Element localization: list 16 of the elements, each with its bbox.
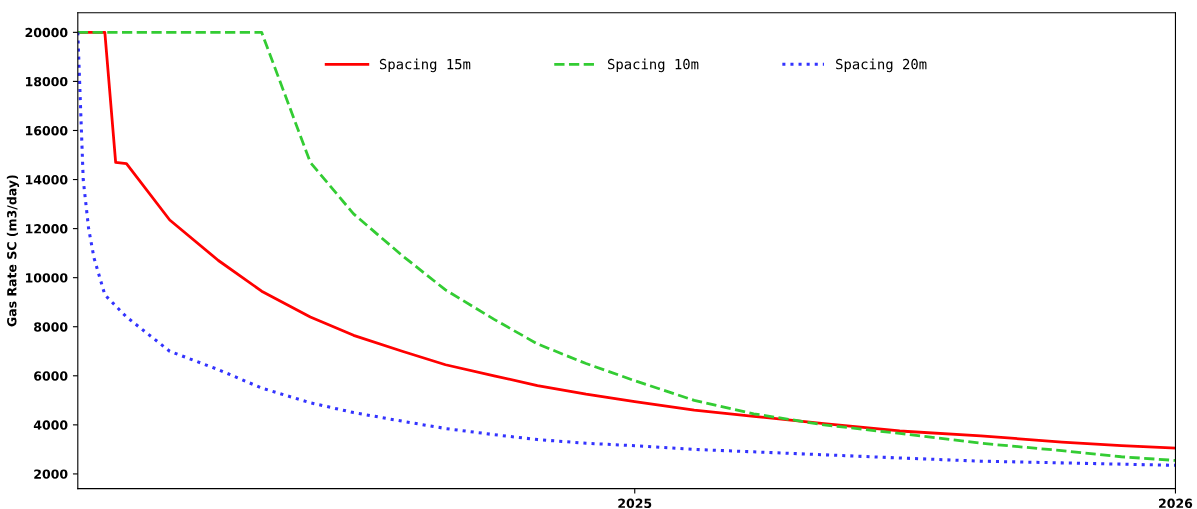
y-tick-label: 20000	[25, 27, 68, 38]
y-tick-label: 8000	[34, 322, 68, 332]
y-tick-label: 4000	[33, 420, 68, 430]
y-tick-label: 18000	[26, 76, 68, 87]
y-tick-label: 14000	[26, 175, 68, 185]
x-tick-label: 2026	[1159, 498, 1193, 509]
y-tick-label: 16000	[26, 125, 68, 136]
y-axis-title: Gas Rate SC (m3/day)	[6, 175, 20, 327]
legend-label: Spacing 20m	[836, 58, 927, 73]
x-tick-label: 2025	[618, 498, 652, 509]
legend-label: Spacing 10m	[607, 58, 699, 73]
y-tick-label: 6000	[34, 371, 68, 381]
y-tick-label: 12000	[26, 224, 68, 234]
legend-label: Spacing 15m	[379, 58, 471, 73]
y-tick-label: 10000	[26, 273, 68, 283]
y-tick-label: 2000	[34, 469, 68, 479]
